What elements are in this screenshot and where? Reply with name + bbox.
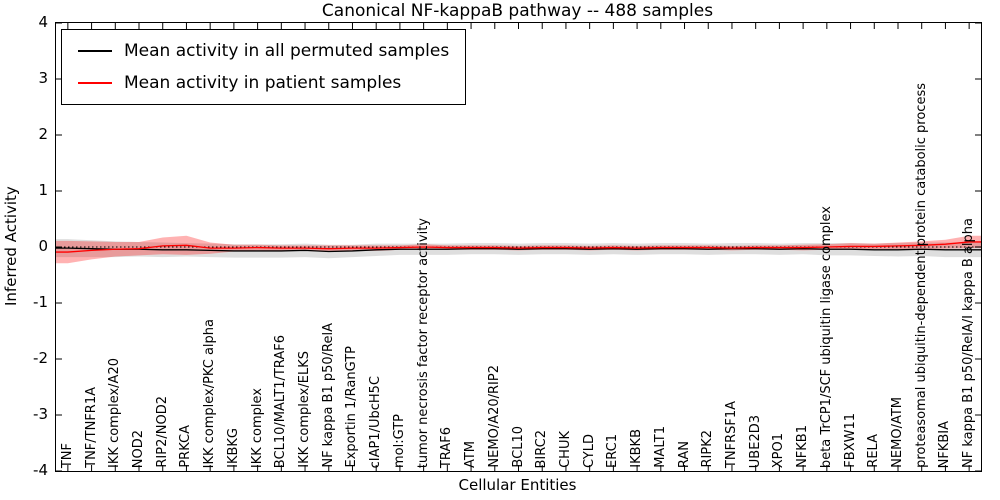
x-tick-label: IKK complex/A20	[107, 358, 123, 468]
x-tick-label: NFKBIA	[937, 420, 953, 468]
x-tick-label: BCL10	[510, 426, 526, 468]
x-tick-label: FBXW11	[842, 413, 858, 468]
legend-item-permuted: Mean activity in all permuted samples	[78, 40, 449, 62]
x-tick-label: RAN	[676, 440, 692, 468]
x-tick-label: UBE2D3	[747, 414, 763, 468]
x-tick-label: NEMO/A20/RIP2	[486, 365, 502, 468]
x-tick-label: cIAP1/UbcH5C	[368, 375, 384, 468]
mean-line-1	[56, 241, 981, 253]
x-tick-label: CYLD	[581, 433, 597, 468]
x-tick-label: beta TrCP1/SCF ubiquitin ligase complex	[818, 205, 834, 468]
x-tick-label: IKBKG	[225, 428, 241, 468]
x-tick-label: NF kappa B1 p50/RelA	[320, 323, 336, 468]
x-tick-label: IKBKB	[629, 429, 645, 468]
permuted-line-swatch	[78, 50, 112, 52]
y-tick-label: 0	[38, 237, 48, 255]
x-tick-label: proteasomal ubiquitin-dependent protein …	[913, 83, 929, 468]
patient-line-swatch	[78, 82, 112, 84]
legend-label-patient: Mean activity in patient samples	[124, 73, 402, 93]
y-tick-label: -1	[33, 293, 48, 311]
x-tick-label: tumor necrosis factor receptor activity	[415, 217, 431, 468]
x-tick-label: PRKCA	[178, 425, 194, 468]
x-tick-label: IKK complex/PKC alpha	[202, 318, 218, 468]
x-tick-label: NFKB1	[795, 425, 811, 468]
y-tick-label: 2	[38, 125, 48, 143]
y-tick-label: 4	[38, 13, 48, 31]
y-tick-label: 1	[38, 181, 48, 199]
y-tick-label: 3	[38, 69, 48, 87]
legend-label-permuted: Mean activity in all permuted samples	[124, 41, 450, 61]
x-tick-label: TNF/TNFR1A	[83, 387, 99, 468]
chart-title: Canonical NF-kappaB pathway -- 488 sampl…	[321, 1, 714, 21]
x-tick-label: XPO1	[771, 432, 787, 468]
x-tick-label: ERC1	[605, 434, 621, 468]
legend: Mean activity in all permuted samples Me…	[61, 29, 467, 105]
x-tick-label: NOD2	[131, 429, 146, 468]
x-tick-label: ATM	[463, 440, 479, 468]
x-tick-label: IKK complex	[249, 387, 265, 468]
x-axis-label: Cellular Entities	[458, 476, 577, 494]
x-tick-label: NF kappa B1 p50/RelA/I kappa B alpha	[961, 218, 977, 468]
x-tick-label: NEMO/ATM	[889, 397, 905, 468]
x-tick-label: TNF	[59, 442, 75, 468]
x-tick-label: Exportin 1/RanGTP	[344, 346, 360, 468]
x-tick-label: BCL10/MALT1/TRAF6	[273, 334, 289, 468]
chart-canvas	[56, 23, 981, 471]
x-tick-label: RIP2/NOD2	[154, 396, 170, 468]
x-tick-label: mol:GTP	[391, 414, 407, 468]
x-tick-label: MALT1	[652, 426, 668, 468]
mean-line-0	[56, 247, 981, 253]
plot-area: TNF TNF/TNFR1A IKK complex/A20 NOD2 RIP2/NOD…	[55, 22, 982, 472]
y-tick-label: -4	[33, 461, 48, 479]
x-tick-label: RELA	[866, 434, 882, 468]
x-tick-label: BIRC2	[534, 429, 550, 469]
y-tick-label: -3	[33, 405, 48, 423]
x-tick-label: TRAF6	[439, 426, 455, 468]
x-tick-label: IKK complex/ELKS	[297, 351, 313, 468]
x-tick-label: RIPK2	[700, 430, 716, 468]
x-tick-label: TNFRSF1A	[723, 400, 739, 468]
legend-item-patient: Mean activity in patient samples	[78, 72, 449, 94]
y-tick-label: -2	[33, 349, 48, 367]
x-tick-label: CHUK	[557, 431, 573, 468]
